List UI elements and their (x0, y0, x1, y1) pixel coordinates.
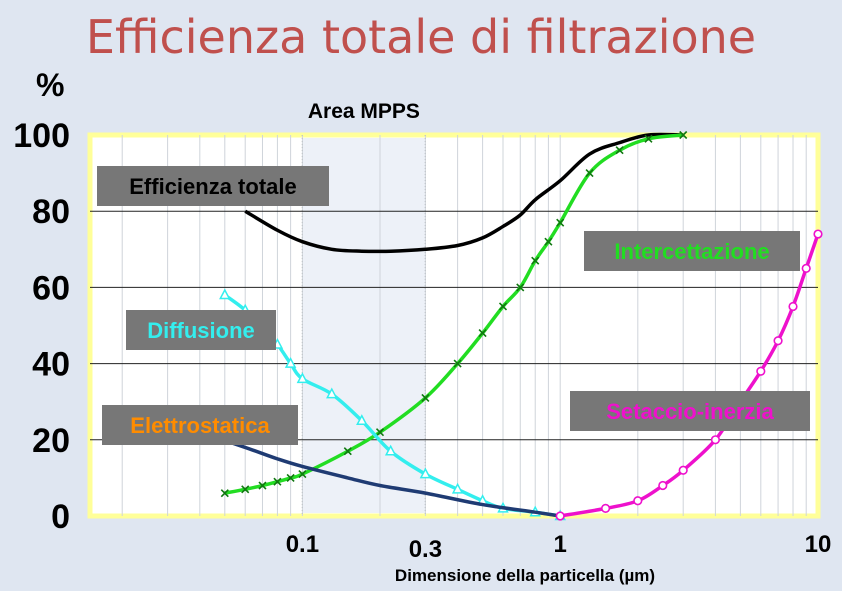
data-point-setaccio-inerzia (710, 435, 721, 445)
data-point-intercettazione (644, 134, 653, 143)
data-point-setaccio-inerzia (633, 496, 643, 506)
data-point-diffusione (326, 387, 338, 399)
data-point-intercettazione (241, 485, 250, 494)
data-point-diffusione (284, 356, 297, 368)
y-tick-label: 40 (32, 346, 70, 384)
data-point-intercettazione (298, 470, 307, 479)
x-tick-label: 0.3 (409, 536, 442, 563)
data-point-diffusione (419, 467, 432, 479)
data-point-intercettazione (273, 477, 282, 486)
data-point-setaccio-inerzia (678, 465, 688, 475)
data-point-intercettazione (679, 130, 688, 140)
series-label-efficienza-totale: Efficienza totale (129, 174, 296, 199)
series-label-elettrostatica: Elettrostatica (130, 413, 270, 438)
data-point-diffusione (384, 444, 397, 456)
series-label-diffusione: Diffusione (147, 318, 255, 343)
label-box-elettrostatica (102, 405, 298, 445)
y-tick-label: 60 (32, 269, 70, 307)
x-axis-label: Dimensione della particella (µm) (395, 566, 655, 585)
mpps-area-label: Area MPPS (308, 100, 420, 123)
data-point-intercettazione (343, 447, 352, 456)
y-tick-label: 100 (13, 117, 70, 155)
data-point-intercettazione (478, 329, 487, 338)
label-box-setaccio-inerzia (570, 391, 810, 431)
data-point-intercettazione (615, 146, 624, 155)
series-label-intercettazione: Intercettazione (614, 239, 769, 264)
y-tick-label: 20 (32, 422, 70, 460)
data-point-intercettazione (516, 283, 525, 292)
data-point-intercettazione (531, 256, 540, 265)
data-point-intercettazione (421, 393, 430, 402)
series-label-setaccio-inerzia: Setaccio-inerzia (606, 399, 774, 424)
label-box-efficienza-totale (97, 166, 329, 206)
data-point-diffusione (296, 372, 309, 384)
data-point-setaccio-inerzia (788, 301, 798, 312)
data-point-intercettazione (585, 169, 594, 178)
chart-title: Efficienza totale di filtrazione (85, 10, 757, 64)
y-tick-label: 0 (51, 498, 70, 536)
series-line-elettrostatica (199, 430, 561, 518)
data-point-intercettazione (556, 218, 565, 227)
data-point-intercettazione (453, 359, 462, 368)
series-line-efficienza-totale (244, 132, 684, 254)
label-box-intercettazione (584, 231, 800, 271)
data-point-setaccio-inerzia (555, 511, 565, 521)
x-tick-label: 1 (554, 531, 567, 558)
data-point-intercettazione (375, 428, 385, 437)
x-tick-label: 0.1 (286, 531, 319, 558)
data-point-diffusione (356, 414, 368, 425)
data-point-intercettazione (258, 481, 267, 490)
data-point-intercettazione (498, 302, 508, 311)
data-point-setaccio-inerzia (813, 229, 823, 239)
data-point-intercettazione (544, 237, 553, 246)
data-point-setaccio-inerzia (773, 336, 783, 346)
data-point-setaccio-inerzia (600, 503, 611, 513)
data-point-setaccio-inerzia (658, 480, 668, 491)
data-point-intercettazione (220, 489, 229, 498)
y-tick-label: 80 (32, 193, 70, 231)
data-point-setaccio-inerzia (801, 263, 811, 273)
x-tick-label: 10 (805, 531, 832, 558)
data-point-diffusione (451, 482, 464, 494)
data-point-diffusione (219, 288, 231, 300)
data-point-intercettazione (286, 473, 295, 482)
y-axis-label: % (36, 67, 64, 103)
label-box-diffusione (126, 310, 276, 350)
data-point-setaccio-inerzia (756, 366, 766, 376)
